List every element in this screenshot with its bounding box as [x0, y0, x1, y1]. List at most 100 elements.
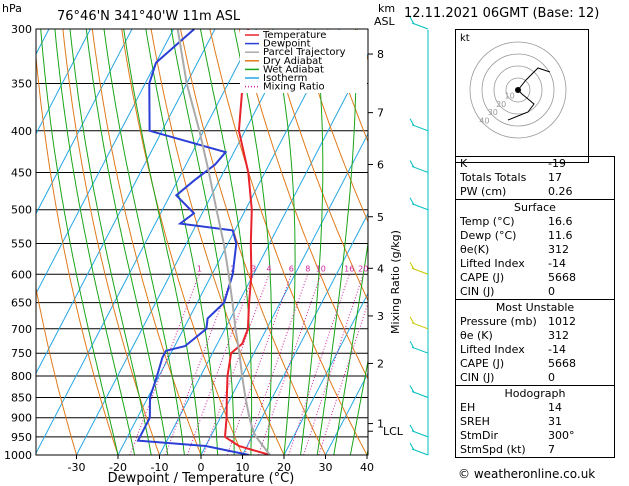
pressure-tick-label: 400: [11, 125, 32, 138]
km-tick-label: 7: [377, 107, 384, 120]
mixing-ratio-label: 16: [344, 264, 354, 273]
isotherm-line: [0, 29, 8, 455]
wet-adiabat-line: [272, 29, 296, 455]
x-axis-label: Dewpoint / Temperature (°C): [108, 471, 295, 486]
hodograph-panel: kt 10 20 30 40: [455, 29, 589, 163]
wind-barb-flag: [409, 160, 415, 168]
pressure-tick-label: 900: [11, 412, 32, 425]
datetime-title: 12.11.2021 06GMT (Base: 12): [404, 6, 600, 21]
wind-barb-flag: [409, 197, 415, 205]
k-value: -19: [548, 157, 566, 170]
x-tick-label: 30: [319, 461, 333, 474]
copyright-link[interactable]: © weatheronline.co.uk: [458, 467, 596, 481]
wet-adiabat-line: [123, 29, 202, 455]
surface-dewp-label: Dewp (°C): [460, 229, 517, 242]
wind-barb: [411, 22, 429, 30]
stmdir-value: 300°: [548, 429, 575, 442]
km-tick-label: 8: [377, 48, 384, 61]
wind-barb: [411, 322, 429, 330]
legend-label: Dewpoint: [263, 39, 311, 50]
wind-barb: [411, 203, 429, 211]
isotherm-line: [366, 451, 368, 455]
hodograph-ring: [493, 65, 543, 115]
dry-adiabat-line: [91, 29, 202, 455]
wet-adiabat-line: [199, 29, 253, 455]
wind-barb: [411, 346, 429, 354]
pw-label: PW (cm): [460, 185, 507, 198]
indices-table: K -19 Totals Totals 17 PW (cm) 0.26 Surface…: [455, 156, 615, 458]
wind-barb-flag: [409, 316, 415, 325]
hodograph-trace-high: [517, 67, 551, 91]
wind-barb: [411, 430, 429, 438]
wind-barb: [411, 165, 429, 173]
surface-cape-label: CAPE (J): [460, 271, 505, 284]
surface-section: Surface Temp (°C) 16.6 Dewp (°C) 11.6 θe(K…: [456, 199, 614, 299]
wet-adiabat-line: [85, 29, 169, 455]
hodograph-ring-label: 30: [488, 108, 498, 117]
hodograph-ring: [481, 53, 555, 127]
tt-row: Totals Totals 17: [456, 171, 614, 185]
hodograph-trace-low: [507, 89, 535, 121]
wind-barb: [411, 124, 429, 132]
km-tick-label: 6: [377, 159, 384, 172]
x-tick-label: -30: [68, 461, 86, 474]
mixing-ratio-line: [164, 274, 234, 455]
sreh-value: 31: [548, 415, 562, 428]
isotherm-line: [242, 212, 368, 455]
isotherm-line: [409, 29, 453, 455]
surface-li-value: -14: [548, 257, 566, 270]
hodograph-unit: kt: [460, 33, 470, 44]
dry-adiabat-line: [297, 29, 368, 223]
mu-li-label: Lifted Index: [460, 343, 525, 356]
mu-cin-value: 0: [548, 371, 555, 384]
wet-adiabat-line: [103, 29, 185, 455]
hodograph-ring-label: 40: [479, 117, 489, 126]
mixing-ratio-label: 4: [266, 264, 271, 273]
isotherm-line: [76, 29, 299, 455]
isotherm-line: [36, 29, 257, 455]
surface-title: Surface: [514, 201, 556, 214]
x-tick-label: 0: [198, 461, 205, 474]
series-parcel-trajectory: [176, 29, 271, 455]
stmspd-value: 7: [548, 443, 555, 456]
surface-cin-label: CIN (J): [460, 285, 495, 298]
mu-cape-value: 5668: [548, 357, 576, 370]
legend-label: Temperature: [262, 30, 326, 41]
km-tick-label: 2: [377, 357, 384, 370]
isotherm-line: [36, 29, 133, 215]
eh-label: EH: [460, 401, 476, 414]
pressure-tick-label: 850: [11, 391, 32, 404]
mu-pressure-value: 1012: [548, 315, 576, 328]
hodograph-ring-label: 10: [505, 91, 515, 100]
mixing-ratio-line: [129, 274, 200, 455]
km-tick-label: 5: [377, 211, 384, 224]
pressure-tick-label: 1000: [4, 449, 32, 462]
lcl-label: LCL: [383, 425, 404, 438]
wind-barb-flag: [409, 385, 415, 393]
wet-adiabat-line: [366, 447, 368, 455]
mu-pressure-label: Pressure (mb): [460, 315, 537, 328]
wind-barb-flag: [409, 262, 415, 270]
dry-adiabat-line: [36, 285, 77, 455]
hodograph-ring: [469, 41, 567, 139]
dry-adiabat-line: [62, 29, 160, 455]
wet-adiabat-line: [349, 358, 368, 455]
mixing-ratio-label: 6: [289, 264, 294, 273]
tt-value: 17: [548, 171, 562, 184]
eh-value: 14: [548, 401, 562, 414]
tt-label: Totals Totals: [460, 171, 527, 184]
dry-adiabat-line: [36, 51, 119, 455]
series-dewpoint: [136, 29, 250, 455]
series-temperature: [223, 29, 271, 455]
mixing-ratio-label: 8: [305, 264, 310, 273]
most-unstable-title: Most Unstable: [495, 301, 575, 314]
asl-unit-label: ASL: [374, 15, 396, 28]
mixing-ratio-axis-label: Mixing Ratio (g/kg): [389, 230, 402, 334]
pressure-tick-label: 750: [11, 347, 32, 360]
dry-adiabat-line: [209, 29, 368, 455]
mixing-ratio-label: 20: [358, 264, 368, 273]
mu-li-value: -14: [548, 343, 566, 356]
km-tick-label: 3: [377, 310, 384, 323]
legend-label: Parcel Trajectory: [263, 47, 346, 58]
pressure-tick-label: 450: [11, 166, 32, 179]
